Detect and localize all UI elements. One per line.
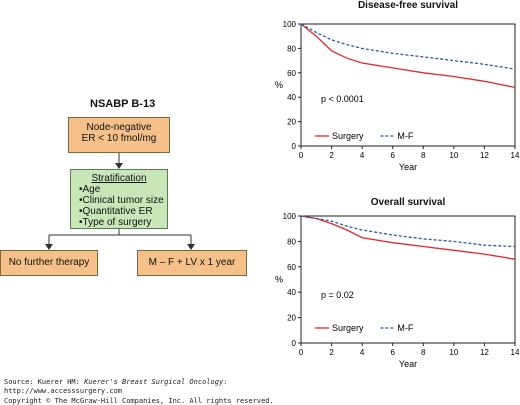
x-tick-label: 2 xyxy=(329,151,334,160)
y-tick-label: 100 xyxy=(283,212,297,221)
eligibility-line-1: Node-negative xyxy=(86,122,152,133)
x-tick-label: 8 xyxy=(421,348,426,357)
stratification-item: Age xyxy=(79,184,167,195)
legend-label: Surgery xyxy=(332,323,364,333)
disease-free-survival-chart: 0 2 4 6 8 10 12 14 0 20 40 60 80 100 Year% p < 0.0001 Su… xyxy=(275,20,520,172)
y-axis-label: % xyxy=(275,80,283,90)
legend-label: M-F xyxy=(397,131,413,141)
x-tick-label: 8 xyxy=(421,151,426,160)
x-tick-label: 0 xyxy=(299,348,304,357)
plot-frame xyxy=(300,23,516,147)
y-tick-label: 100 xyxy=(283,20,297,29)
x-tick-label: 2 xyxy=(329,348,334,357)
y-tick-label: 20 xyxy=(287,118,296,127)
x-tick-label: 14 xyxy=(511,348,520,357)
legend-label: M-F xyxy=(397,323,413,333)
y-tick-label: 40 xyxy=(287,288,296,297)
stratification-list: Age Clinical tumor size Quantitative ER … xyxy=(71,184,167,228)
x-tick-label: 12 xyxy=(480,348,489,357)
y-tick-label: 0 xyxy=(292,339,297,348)
y-tick-label: 60 xyxy=(287,263,296,272)
x-tick-label: 10 xyxy=(449,348,458,357)
arrowhead-strat xyxy=(115,163,123,169)
x-tick-label: 12 xyxy=(480,151,489,160)
source-title: Kuerer's Breast Surgical Oncology xyxy=(84,378,224,386)
x-tick-label: 14 xyxy=(511,151,520,160)
x-tick-label: 4 xyxy=(360,348,365,357)
x-tick-label: 6 xyxy=(390,151,395,160)
arm-mf-lv: M – F + LV x 1 year xyxy=(137,250,247,276)
source-suffix: : xyxy=(223,378,228,386)
series-line-m-f xyxy=(300,215,516,248)
p-value-annotation: p < 0.0001 xyxy=(321,94,364,104)
y-axis-label: % xyxy=(275,275,283,285)
arrowhead-left-arm xyxy=(45,244,53,250)
x-tick-label: 6 xyxy=(390,348,395,357)
y-tick-label: 20 xyxy=(287,314,296,323)
stratification-item: Type of surgery xyxy=(79,217,167,228)
trial-title: NSABP B-13 xyxy=(90,98,156,110)
legend-label: Surgery xyxy=(332,131,364,141)
x-tick-label: 4 xyxy=(360,151,365,160)
plot-frame xyxy=(300,215,516,344)
source-prefix: Source: Kuerer HM: xyxy=(4,378,85,386)
stratification-heading: Stratification xyxy=(91,173,147,184)
stratification-box: Stratification Age Clinical tumor size Q… xyxy=(70,169,168,229)
eligibility-box: Node-negative ER < 10 fmol/mg xyxy=(68,117,170,153)
copyright: Copyright © The McGraw-Hill Companies, I… xyxy=(4,397,274,405)
y-tick-label: 0 xyxy=(292,142,297,151)
source-line: Source: Kuerer HM: Kuerer's Breast Surgi… xyxy=(4,378,227,386)
eligibility-line-2: ER < 10 fmol/mg xyxy=(81,133,157,144)
stratification-item: Quantitative ER xyxy=(79,206,167,217)
x-axis-label: Year xyxy=(399,359,417,369)
chart-1-title: Disease-free survival xyxy=(357,0,459,11)
source-url: http://www.accesssurgery.com xyxy=(4,387,123,395)
x-axis-label: Year xyxy=(399,162,417,172)
y-tick-label: 60 xyxy=(287,69,296,78)
x-tick-label: 0 xyxy=(299,151,304,160)
chart-2-title: Overall survival xyxy=(370,197,446,208)
overall-survival-chart: 0 2 4 6 8 10 12 14 0 20 40 60 80 100 Year% p = 0.02 Surg… xyxy=(275,212,520,369)
y-tick-label: 40 xyxy=(287,93,296,102)
x-tick-label: 10 xyxy=(449,151,458,160)
series-line-m-f xyxy=(300,23,516,70)
y-tick-label: 80 xyxy=(287,44,296,53)
p-value-annotation: p = 0.02 xyxy=(321,290,354,300)
arrowhead-right-arm xyxy=(187,244,195,250)
y-tick-label: 80 xyxy=(287,237,296,246)
series-line-surgery xyxy=(300,23,516,89)
flowchart-connectors xyxy=(45,153,195,250)
series-line-surgery xyxy=(300,215,516,260)
arm-no-further-therapy: No further therapy xyxy=(0,250,98,276)
stratification-item: Clinical tumor size xyxy=(79,195,167,206)
